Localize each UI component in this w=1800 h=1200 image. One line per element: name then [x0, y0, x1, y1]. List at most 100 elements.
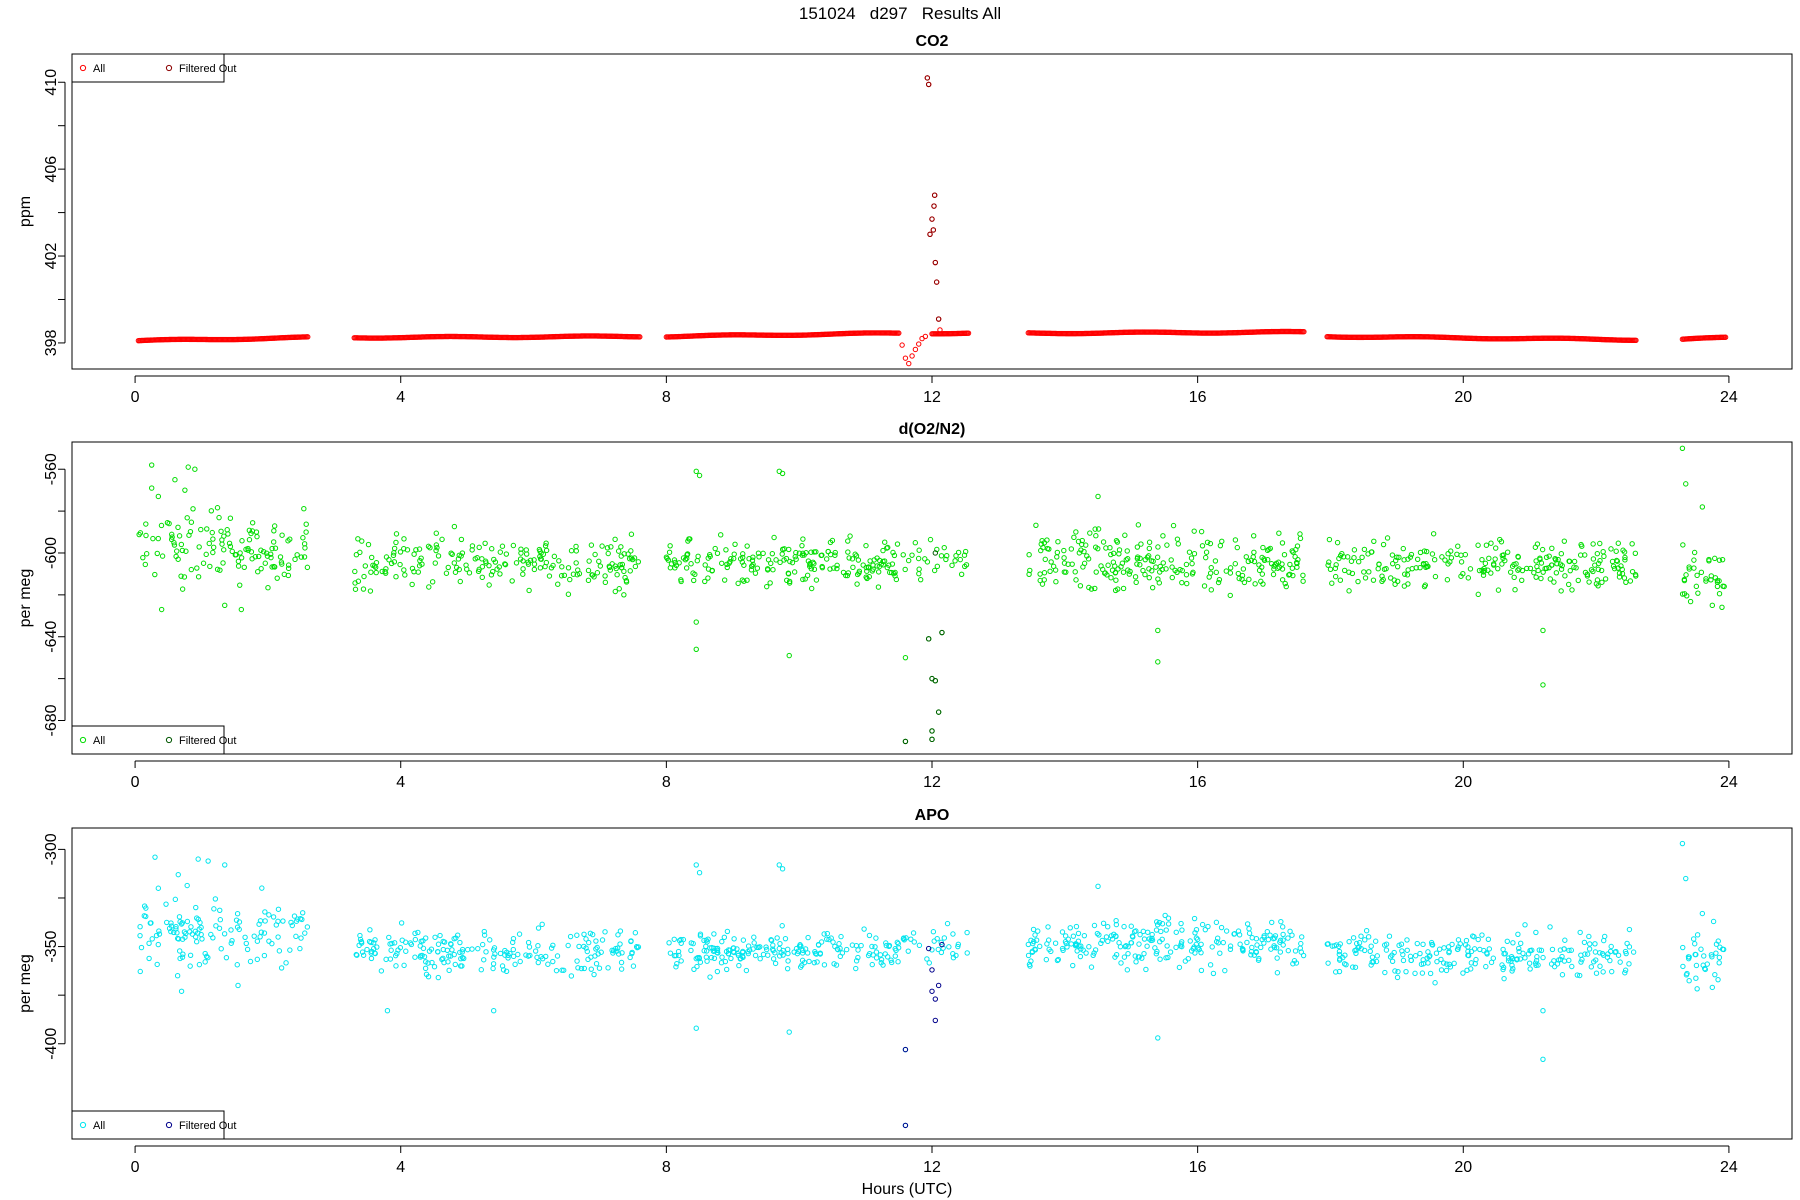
- data-point: [763, 946, 770, 953]
- data-point: [695, 553, 701, 560]
- data-point: [789, 559, 796, 566]
- data-point: [153, 932, 160, 939]
- data-point: [1369, 954, 1376, 960]
- data-point: [445, 959, 451, 965]
- data-point: [1045, 924, 1051, 930]
- data-point: [1622, 967, 1629, 973]
- data-points: [135, 75, 1729, 367]
- data-point: [1597, 963, 1603, 969]
- data-point: [148, 485, 155, 491]
- data-point: [712, 545, 718, 552]
- data-point: [1547, 924, 1553, 930]
- data-point: [593, 938, 599, 944]
- data-point: [861, 926, 867, 932]
- data-point: [492, 951, 498, 957]
- data-point: [1274, 955, 1280, 961]
- data-point: [1568, 947, 1575, 953]
- data-point: [694, 963, 700, 970]
- data-point: [1414, 940, 1420, 947]
- data-point: [275, 906, 282, 912]
- data-point: [194, 565, 200, 571]
- data-point: [1516, 945, 1522, 952]
- data-point: [1524, 565, 1530, 572]
- data-point: [1417, 950, 1423, 957]
- data-point: [723, 966, 730, 973]
- data-point: [872, 944, 878, 950]
- data-point: [172, 476, 178, 483]
- filtered-point: [932, 259, 939, 266]
- data-point: [909, 353, 915, 359]
- data-point: [510, 946, 516, 953]
- data-point: [1586, 933, 1592, 940]
- data-point: [619, 561, 626, 568]
- data-point: [1498, 539, 1505, 545]
- data-point: [1384, 535, 1391, 541]
- data-point: [768, 937, 774, 943]
- data-point: [1282, 580, 1288, 587]
- data-point: [632, 930, 639, 936]
- data-point: [593, 946, 599, 952]
- data-point: [163, 919, 170, 926]
- data-point: [216, 514, 222, 521]
- data-point: [1187, 938, 1193, 944]
- data-point: [1593, 970, 1600, 976]
- data-point: [1566, 947, 1572, 954]
- data-point: [1632, 550, 1639, 557]
- data-point: [1062, 933, 1069, 939]
- data-point: [764, 583, 770, 590]
- data-point: [1451, 960, 1457, 967]
- data-point: [1298, 940, 1304, 947]
- data-point: [1519, 577, 1525, 583]
- data-point: [774, 935, 780, 941]
- data-point: [668, 561, 675, 567]
- data-point: [1602, 933, 1608, 940]
- data-point: [875, 569, 882, 575]
- data-point: [163, 901, 169, 907]
- data-point: [1301, 328, 1307, 335]
- data-point: [1558, 588, 1564, 594]
- data-point: [697, 933, 704, 939]
- data-point: [416, 546, 423, 552]
- data-point: [1703, 578, 1709, 584]
- figure-title: 151024 d297 Results All: [799, 4, 1001, 23]
- data-point: [1086, 584, 1092, 591]
- data-point: [1336, 948, 1343, 955]
- data-point: [391, 940, 398, 946]
- data-point: [1419, 970, 1426, 976]
- data-point: [1571, 564, 1577, 570]
- data-point: [554, 953, 561, 959]
- data-point: [1448, 548, 1454, 554]
- data-point: [443, 570, 450, 576]
- data-point: [858, 942, 864, 949]
- data-point: [719, 560, 725, 566]
- data-point: [1160, 533, 1166, 539]
- data-point: [1495, 565, 1501, 572]
- data-point: [490, 961, 497, 967]
- data-point: [143, 551, 150, 557]
- data-point: [824, 936, 830, 942]
- data-point: [1235, 570, 1241, 577]
- data-point: [1294, 543, 1301, 549]
- data-point: [1395, 968, 1401, 975]
- data-point: [548, 945, 555, 951]
- data-point: [1507, 569, 1514, 575]
- data-point: [609, 561, 615, 567]
- data-point: [223, 954, 230, 961]
- data-point: [303, 529, 309, 535]
- data-point: [1699, 910, 1706, 917]
- data-point: [398, 920, 405, 926]
- data-point: [770, 567, 776, 573]
- data-point: [1559, 972, 1566, 978]
- data-point: [1455, 937, 1462, 943]
- data-point: [1271, 935, 1278, 941]
- filtered-point: [932, 550, 939, 556]
- data-point: [1208, 564, 1214, 571]
- data-point: [1102, 570, 1108, 576]
- data-point: [1716, 557, 1723, 563]
- data-point: [957, 556, 963, 563]
- data-point: [1433, 950, 1440, 956]
- data-point: [187, 963, 193, 969]
- data-point: [1249, 944, 1255, 951]
- data-point: [1223, 568, 1229, 574]
- data-point: [708, 954, 715, 961]
